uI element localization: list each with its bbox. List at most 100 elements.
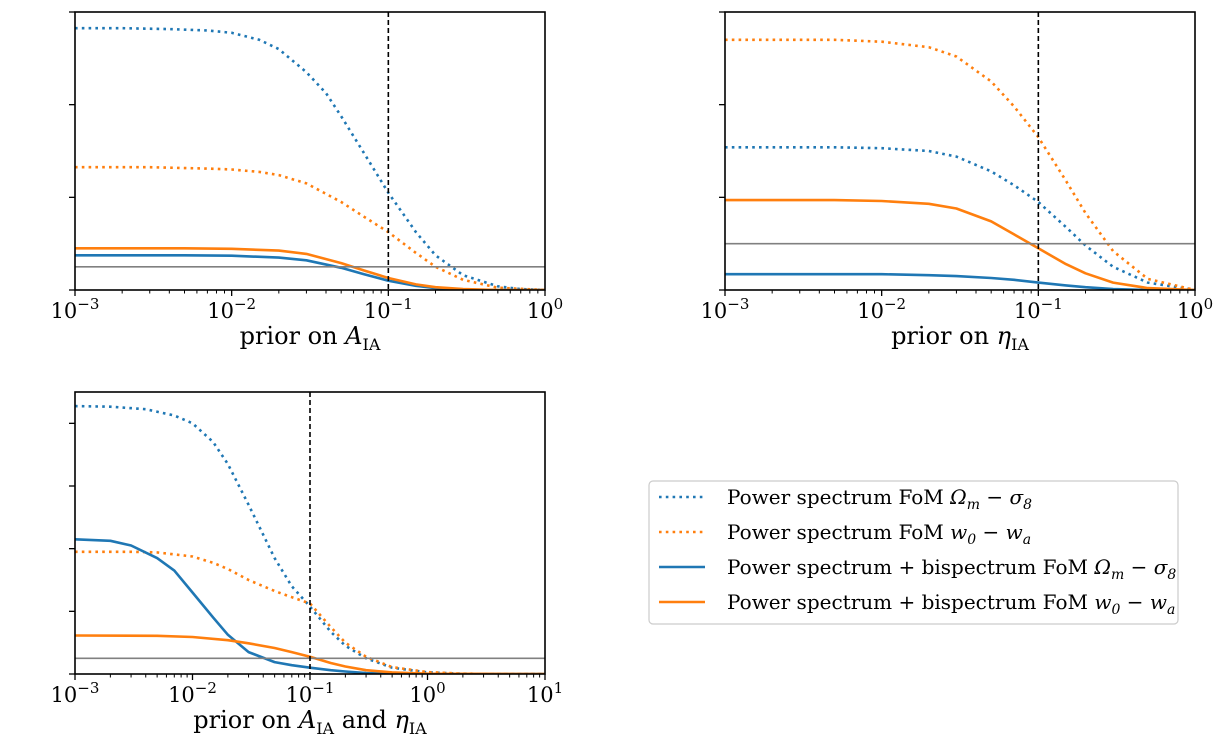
plot-area [725, 12, 1195, 290]
legend-entry-4: Power spectrum + bispectrum FoM w0​ − wa… [727, 590, 1175, 618]
legend-math-subscript: 8 [1167, 567, 1176, 583]
series-line-4 [725, 198, 1195, 290]
x-tick-label: 10−2 [207, 295, 256, 323]
x-tick-base: 10 [857, 299, 884, 323]
x-tick-exponent: −2 [234, 295, 256, 313]
x-axis-label-subscript: IA [363, 335, 381, 354]
plot-area [75, 392, 545, 674]
x-axis-label-symbol: η [394, 706, 409, 734]
series-line-2 [75, 550, 545, 674]
series-line-1 [75, 26, 545, 290]
x-tick-base: 10 [286, 683, 313, 707]
x-axis-label-text: prior on [240, 322, 346, 350]
series-line-3 [75, 538, 545, 674]
x-tick-exponent: 0 [554, 295, 564, 313]
legend: Power spectrum FoM Ωm​ − σ8​Power spectr… [648, 480, 1179, 625]
x-tick-base: 10 [207, 299, 234, 323]
axes-frame [724, 11, 1196, 291]
series-line-1 [75, 404, 545, 674]
plot-area [75, 12, 545, 290]
x-tick-exponent: −1 [312, 679, 334, 697]
legend-math-subscript: a [1167, 602, 1175, 618]
x-tick-label: 10−1 [286, 679, 335, 707]
legend-math-operator: − [976, 520, 1005, 544]
legend-math-symbol: Ω [1093, 555, 1111, 579]
x-axis-label-symbol: A [343, 322, 362, 350]
x-axis-label: prior on AIA and ηIA [193, 706, 427, 738]
legend-math-operator: − [1120, 590, 1149, 614]
x-tick-base: 10 [51, 299, 78, 323]
x-tick-label: 10−1 [364, 295, 413, 323]
legend-math-subscript: a [1023, 532, 1031, 548]
series-line-1 [725, 146, 1195, 290]
x-tick-label: 101 [527, 679, 563, 707]
legend-entry-text: Power spectrum + bispectrum FoM [727, 590, 1094, 614]
legend-math-operator: − [1124, 555, 1153, 579]
x-tick-base: 10 [1177, 299, 1204, 323]
x-tick-exponent: −2 [884, 295, 906, 313]
x-tick-exponent: −1 [1041, 295, 1063, 313]
x-tick-exponent: 0 [1204, 295, 1214, 313]
x-minor-ticks [771, 290, 1189, 294]
x-axis-label-text: prior on [891, 322, 997, 350]
x-axis-label: prior on AIA [240, 322, 381, 354]
x-tick-exponent: 1 [554, 679, 564, 697]
legend-entry-text: Power spectrum FoM [727, 520, 950, 544]
x-tick-base: 10 [701, 299, 728, 323]
series-line-3 [725, 272, 1195, 290]
series-line-4 [75, 634, 545, 674]
x-tick-exponent: −3 [77, 679, 99, 697]
legend-math-symbol: σ [1154, 555, 1169, 579]
axes-frame [74, 11, 546, 291]
x-minor-ticks [121, 290, 539, 294]
legend-math-subscript: m [1111, 567, 1124, 583]
legend-math-symbol: Ω [949, 485, 967, 509]
x-axis-label-text: and [334, 706, 394, 734]
legend-math-subscript: 8 [1023, 497, 1032, 513]
legend-math-symbol: w [950, 520, 967, 544]
x-tick-exponent: −1 [391, 295, 413, 313]
x-tick-label: 100 [409, 679, 445, 707]
legend-entry-text: Power spectrum + bispectrum FoM [727, 555, 1094, 579]
legend-math-symbol: σ [1009, 485, 1024, 509]
legend-math-symbol: w [1150, 590, 1167, 614]
legend-math-symbol: w [1006, 520, 1023, 544]
x-tick-label: 100 [527, 295, 563, 323]
series-line-2 [75, 165, 545, 290]
legend-math-subscript: 0 [967, 532, 976, 548]
x-axis-label-subscript: IA [316, 719, 334, 738]
x-axis-label-subscript: IA [409, 719, 427, 738]
legend-math-subscript: m [967, 497, 980, 513]
legend-math-operator: − [980, 485, 1009, 509]
x-axis-label: prior on ηIA [891, 322, 1029, 354]
x-tick-label: 10−1 [1014, 295, 1063, 323]
x-tick-exponent: 0 [436, 679, 446, 697]
legend-math-symbol: w [1094, 590, 1111, 614]
x-tick-label: 10−3 [51, 295, 100, 323]
x-axis-label-subscript: IA [1011, 335, 1029, 354]
legend-entry-text: Power spectrum FoM [727, 485, 950, 509]
legend-entry-1: Power spectrum FoM Ωm​ − σ8​ [727, 485, 1032, 513]
legend-entry-2: Power spectrum FoM w0​ − wa​ [727, 520, 1031, 548]
x-tick-label: 10−2 [168, 679, 217, 707]
x-tick-label: 10−3 [701, 295, 750, 323]
x-axis-label-text: prior on [193, 706, 299, 734]
x-tick-base: 10 [1014, 299, 1041, 323]
x-minor-ticks [109, 674, 541, 678]
x-tick-exponent: −2 [195, 679, 217, 697]
legend-frame [648, 480, 1179, 625]
x-tick-label: 100 [1177, 295, 1213, 323]
x-tick-label: 10−3 [51, 679, 100, 707]
series-line-3 [75, 254, 545, 290]
legend-entry-3: Power spectrum + bispectrum FoM Ωm​ − σ8… [727, 555, 1176, 583]
x-tick-base: 10 [409, 683, 436, 707]
x-tick-base: 10 [364, 299, 391, 323]
x-tick-base: 10 [527, 683, 554, 707]
series-line-4 [75, 247, 545, 290]
x-axis-label-symbol: A [297, 706, 316, 734]
series-line-2 [725, 38, 1195, 290]
